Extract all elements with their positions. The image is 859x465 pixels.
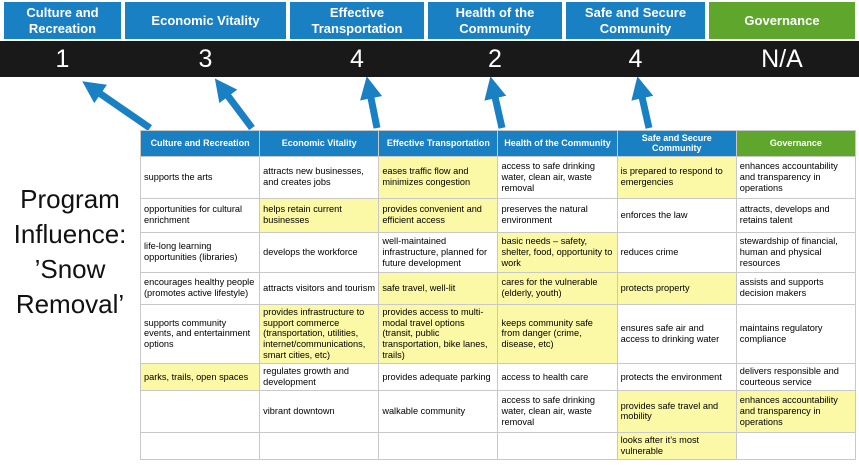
matrix-cell: preserves the natural environment bbox=[497, 197, 618, 233]
summary-header-culture-and-recreation: Culture and Recreation bbox=[4, 2, 121, 39]
matrix-cell bbox=[139, 431, 261, 460]
matrix-row: opportunities for cultural enrichment hel… bbox=[139, 197, 857, 233]
matrix-cell: well-maintained infrastructure, planned … bbox=[378, 231, 499, 273]
matrix-cell: maintains regulatory compliance bbox=[735, 303, 857, 364]
matrix-cell bbox=[139, 389, 261, 433]
matrix-cell: enhances accountability and transparency… bbox=[735, 155, 857, 199]
score-row: 1 3 4 2 4 N/A bbox=[0, 41, 859, 77]
matrix-cell: enforces the law bbox=[616, 197, 737, 233]
summary-header-governance: Governance bbox=[709, 2, 855, 39]
up-arrow-5 bbox=[631, 77, 654, 129]
score-health-of-the-community: 2 bbox=[488, 44, 502, 73]
up-arrow-2 bbox=[214, 78, 255, 131]
matrix-cell: safe travel, well-lit bbox=[378, 271, 499, 305]
matrix-cell bbox=[259, 431, 380, 460]
score-safe-and-secure-community: 4 bbox=[628, 44, 643, 73]
score-economic-vitality: 3 bbox=[198, 44, 213, 73]
score-bar: 1 3 4 2 4 N/A bbox=[0, 41, 859, 77]
matrix-cell: access to health care bbox=[497, 362, 618, 391]
matrix-row: supports the arts attracts new businesses… bbox=[139, 155, 857, 199]
matrix-cell: helps retain current businesses bbox=[259, 197, 380, 233]
summary-header-safe-and-secure-community: Safe and Secure Community bbox=[566, 2, 705, 39]
score-effective-transportation: 4 bbox=[350, 44, 364, 73]
matrix-header-safe-and-secure-community: Safe and Secure Community bbox=[616, 130, 737, 157]
matrix-cell: encourages healthy people (promotes acti… bbox=[139, 271, 261, 305]
matrix-cell: regulates growth and development bbox=[259, 362, 380, 391]
matrix-cell: eases traffic flow and minimizes congest… bbox=[378, 155, 499, 199]
matrix-cell: supports community events, and entertain… bbox=[139, 303, 261, 364]
matrix-cell: stewardship of financial, human and phys… bbox=[735, 231, 857, 273]
matrix-cell bbox=[735, 431, 857, 460]
matrix-cell: ensures safe air and access to drinking … bbox=[616, 303, 737, 364]
matrix-row: looks after it’s most vulnerable bbox=[139, 431, 857, 460]
matrix-header-effective-transportation: Effective Transportation bbox=[378, 130, 499, 157]
summary-header-effective-transportation: Effective Transportation bbox=[290, 2, 424, 39]
matrix-cell: keeps community safe from danger (crime,… bbox=[497, 303, 618, 364]
matrix-cell: enhances accountability and transparency… bbox=[735, 389, 857, 433]
arrows-layer bbox=[82, 77, 654, 131]
matrix-row: life-long learning opportunities (librar… bbox=[139, 231, 857, 273]
matrix-cell: access to safe drinking water, clean air… bbox=[497, 389, 618, 433]
matrix-cell bbox=[497, 431, 618, 460]
up-arrow-4 bbox=[484, 77, 507, 129]
title-line: Influence: bbox=[13, 219, 127, 250]
summary-header-health-of-the-community: Health of the Community bbox=[428, 2, 562, 39]
title-line: ’Snow bbox=[34, 254, 106, 285]
matrix-body: supports the arts attracts new businesses… bbox=[139, 155, 857, 460]
matrix-cell: attracts new businesses, and creates job… bbox=[259, 155, 380, 199]
matrix-cell: vibrant downtown bbox=[259, 389, 380, 433]
matrix-header-health-of-the-community: Health of the Community bbox=[497, 130, 618, 157]
matrix-cell: attracts, develops and retains talent bbox=[735, 197, 857, 233]
matrix-header-row: Culture and Recreation Economic Vitality… bbox=[139, 130, 857, 157]
matrix-cell: delivers responsible and courteous servi… bbox=[735, 362, 857, 391]
matrix-cell: attracts visitors and tourism bbox=[259, 271, 380, 305]
influence-matrix: Culture and Recreation Economic Vitality… bbox=[139, 130, 857, 460]
matrix-cell: develops the workforce bbox=[259, 231, 380, 273]
matrix-cell: provides infrastructure to support comme… bbox=[259, 303, 380, 364]
matrix-cell: opportunities for cultural enrichment bbox=[139, 197, 261, 233]
matrix-row: supports community events, and entertain… bbox=[139, 303, 857, 364]
matrix-cell: protects property bbox=[616, 271, 737, 305]
up-arrow-3 bbox=[360, 77, 383, 129]
matrix-cell: provides adequate parking bbox=[378, 362, 499, 391]
matrix-cell: walkable community bbox=[378, 389, 499, 433]
matrix-cell bbox=[378, 431, 499, 460]
matrix-row: encourages healthy people (promotes acti… bbox=[139, 271, 857, 305]
matrix-row: vibrant downtown walkable community access… bbox=[139, 389, 857, 433]
matrix-cell: provides access to multi-modal travel op… bbox=[378, 303, 499, 364]
matrix-cell: cares for the vulnerable (elderly, youth… bbox=[497, 271, 618, 305]
score-culture-and-recreation: 1 bbox=[55, 44, 70, 73]
summary-header-economic-vitality: Economic Vitality bbox=[125, 2, 286, 39]
page-title: Program Influence: ’Snow Removal’ bbox=[0, 182, 140, 322]
matrix-header-governance: Governance bbox=[735, 130, 857, 157]
title-line: Removal’ bbox=[15, 289, 125, 320]
score-governance: N/A bbox=[761, 44, 803, 73]
matrix-header-economic-vitality: Economic Vitality bbox=[259, 130, 380, 157]
matrix-cell: assists and supports decision makers bbox=[735, 271, 857, 305]
matrix-row: parks, trails, open spaces regulates grow… bbox=[139, 362, 857, 391]
matrix-cell: is prepared to respond to emergencies bbox=[616, 155, 737, 199]
matrix-cell: life-long learning opportunities (librar… bbox=[139, 231, 261, 273]
matrix-header-culture-and-recreation: Culture and Recreation bbox=[139, 130, 261, 157]
matrix-cell: protects the environment bbox=[616, 362, 737, 391]
matrix-cell: basic needs – safety, shelter, food, opp… bbox=[497, 231, 618, 273]
title-line: Program bbox=[20, 184, 120, 214]
summary-header-row: Culture and Recreation Economic Vitality… bbox=[4, 2, 855, 39]
matrix-cell: looks after it’s most vulnerable bbox=[616, 431, 737, 460]
matrix-cell: access to safe drinking water, clean air… bbox=[497, 155, 618, 199]
matrix-cell: provides safe travel and mobility bbox=[616, 389, 737, 433]
matrix-cell: parks, trails, open spaces bbox=[139, 362, 261, 391]
up-arrow-1 bbox=[82, 81, 152, 131]
matrix-cell: provides convenient and efficient access bbox=[378, 197, 499, 233]
matrix-cell: supports the arts bbox=[139, 155, 261, 199]
matrix-cell: reduces crime bbox=[616, 231, 737, 273]
